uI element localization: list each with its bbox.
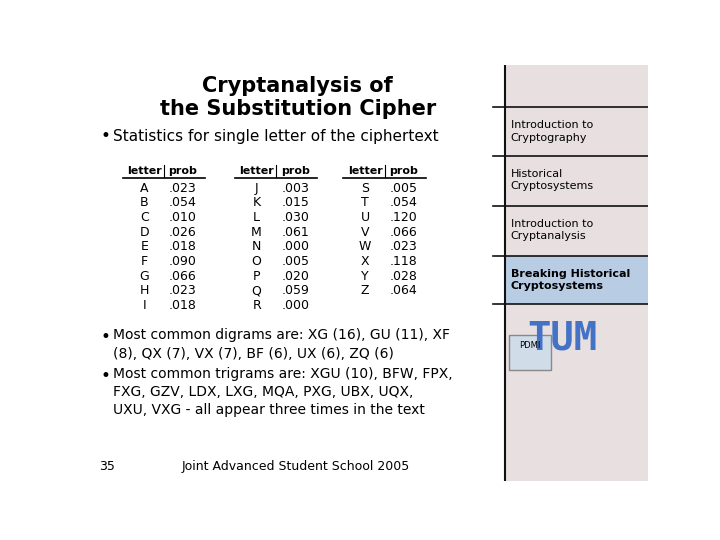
Text: O: O — [252, 255, 261, 268]
Text: I: I — [143, 299, 146, 312]
Text: .054: .054 — [169, 197, 197, 210]
Text: Q: Q — [252, 284, 261, 297]
Text: letter: letter — [127, 166, 161, 177]
Text: .000: .000 — [282, 299, 310, 312]
Text: .010: .010 — [169, 211, 197, 224]
Text: •: • — [101, 328, 111, 346]
Text: .054: .054 — [390, 197, 418, 210]
Text: •: • — [101, 367, 111, 384]
Text: E: E — [140, 240, 148, 253]
Text: H: H — [140, 284, 149, 297]
Text: prob: prob — [168, 166, 197, 177]
Text: Z: Z — [361, 284, 369, 297]
Text: K: K — [253, 197, 261, 210]
Text: B: B — [140, 197, 148, 210]
Text: prob: prob — [390, 166, 418, 177]
Text: letter: letter — [239, 166, 274, 177]
Text: letter: letter — [348, 166, 382, 177]
Text: .023: .023 — [390, 240, 418, 253]
Bar — [508, 335, 551, 370]
Text: .003: .003 — [282, 182, 310, 195]
Text: M: M — [251, 226, 262, 239]
Text: T: T — [361, 197, 369, 210]
Text: .030: .030 — [282, 211, 310, 224]
Text: A: A — [140, 182, 148, 195]
Text: .064: .064 — [390, 284, 418, 297]
Text: .090: .090 — [169, 255, 197, 268]
Text: Introduction to
Cryptography: Introduction to Cryptography — [510, 120, 593, 143]
Text: Y: Y — [361, 269, 369, 282]
Text: .028: .028 — [390, 269, 418, 282]
Text: .026: .026 — [169, 226, 197, 239]
Text: R: R — [252, 299, 261, 312]
Text: U: U — [361, 211, 369, 224]
Text: N: N — [252, 240, 261, 253]
Text: S: S — [361, 182, 369, 195]
Text: Historical
Cryptosystems: Historical Cryptosystems — [510, 168, 594, 191]
Text: Cryptanalysis of
the Substitution Cipher: Cryptanalysis of the Substitution Cipher — [160, 76, 436, 119]
Text: .023: .023 — [169, 182, 197, 195]
Text: TUM: TUM — [528, 320, 598, 358]
Text: G: G — [140, 269, 149, 282]
Text: L: L — [253, 211, 260, 224]
Text: P: P — [253, 269, 261, 282]
Text: •: • — [101, 127, 111, 145]
Text: .005: .005 — [282, 255, 310, 268]
Text: .023: .023 — [169, 284, 197, 297]
Text: Statistics for single letter of the ciphertext: Statistics for single letter of the ciph… — [113, 129, 439, 144]
Text: .120: .120 — [390, 211, 418, 224]
Text: V: V — [361, 226, 369, 239]
Bar — [505, 256, 648, 304]
Text: Most common digrams are: XG (16), GU (11), XF
(8), QX (7), VX (7), BF (6), UX (6: Most common digrams are: XG (16), GU (11… — [113, 328, 450, 361]
Text: .015: .015 — [282, 197, 310, 210]
Text: .000: .000 — [282, 240, 310, 253]
Text: C: C — [140, 211, 148, 224]
Text: J: J — [255, 182, 258, 195]
Text: .018: .018 — [169, 299, 197, 312]
Text: X: X — [361, 255, 369, 268]
Text: .118: .118 — [390, 255, 418, 268]
Text: Breaking Historical
Cryptosystems: Breaking Historical Cryptosystems — [510, 269, 630, 291]
Text: prob: prob — [281, 166, 310, 177]
Text: F: F — [140, 255, 148, 268]
Text: .059: .059 — [282, 284, 310, 297]
Text: .005: .005 — [390, 182, 418, 195]
Text: Introduction to
Cryptanalysis: Introduction to Cryptanalysis — [510, 219, 593, 241]
Text: 35: 35 — [99, 460, 115, 473]
Text: Most common trigrams are: XGU (10), BFW, FPX,
FXG, GZV, LDX, LXG, MQA, PXG, UBX,: Most common trigrams are: XGU (10), BFW,… — [113, 367, 453, 417]
Bar — [505, 65, 648, 481]
Text: Joint Advanced Student School 2005: Joint Advanced Student School 2005 — [181, 460, 410, 473]
Text: .020: .020 — [282, 269, 310, 282]
Text: .066: .066 — [390, 226, 418, 239]
Text: .061: .061 — [282, 226, 310, 239]
Text: W: W — [359, 240, 372, 253]
Text: D: D — [140, 226, 149, 239]
Text: .018: .018 — [169, 240, 197, 253]
Text: .066: .066 — [169, 269, 197, 282]
Text: PDMI: PDMI — [519, 341, 541, 350]
